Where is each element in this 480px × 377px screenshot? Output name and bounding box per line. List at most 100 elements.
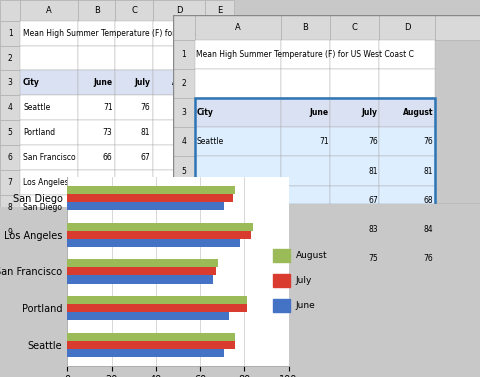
Text: 7: 7 xyxy=(8,178,12,187)
Text: 78: 78 xyxy=(103,178,112,187)
Bar xyxy=(0,46,20,70)
Bar xyxy=(194,98,434,273)
Bar xyxy=(115,120,153,145)
Text: July: July xyxy=(295,276,311,285)
Text: 5: 5 xyxy=(8,128,12,137)
Text: A: A xyxy=(46,6,52,15)
Bar xyxy=(173,98,194,127)
Bar xyxy=(329,40,379,69)
Bar xyxy=(20,46,78,70)
Bar xyxy=(153,0,204,21)
Text: August: August xyxy=(295,251,326,260)
Bar xyxy=(67,259,217,267)
Text: C: C xyxy=(131,6,137,15)
Bar xyxy=(204,220,233,245)
Bar xyxy=(78,195,115,220)
Text: 71: 71 xyxy=(103,103,112,112)
Bar xyxy=(67,194,233,202)
Bar xyxy=(280,215,329,244)
Bar xyxy=(280,98,329,127)
Bar xyxy=(20,170,78,195)
Text: 6: 6 xyxy=(181,196,186,205)
Bar xyxy=(0,0,20,21)
Bar xyxy=(204,120,233,145)
Bar xyxy=(173,15,194,40)
Bar xyxy=(173,40,194,69)
Bar xyxy=(153,120,204,145)
Bar xyxy=(20,95,78,120)
Text: 75: 75 xyxy=(367,254,377,263)
Bar xyxy=(67,202,224,210)
Bar xyxy=(67,222,252,231)
Bar xyxy=(78,170,115,195)
Text: B: B xyxy=(94,6,99,15)
Text: 71: 71 xyxy=(103,203,112,212)
Text: 81: 81 xyxy=(423,167,432,176)
Bar xyxy=(329,156,379,185)
Bar xyxy=(153,170,204,195)
Bar xyxy=(115,170,153,195)
Bar xyxy=(280,69,329,98)
Bar xyxy=(273,299,289,312)
Text: 76: 76 xyxy=(367,137,377,146)
Bar xyxy=(329,127,379,156)
Bar xyxy=(67,312,228,320)
Bar xyxy=(204,145,233,170)
Text: 67: 67 xyxy=(140,153,150,162)
Text: 76: 76 xyxy=(140,103,150,112)
Bar xyxy=(329,244,379,273)
Bar xyxy=(194,98,280,127)
Bar xyxy=(78,46,115,70)
Bar xyxy=(153,220,204,245)
Bar xyxy=(173,244,194,273)
Bar xyxy=(0,145,20,170)
Bar xyxy=(329,69,379,98)
Bar xyxy=(329,98,379,127)
Bar xyxy=(153,21,204,46)
Bar xyxy=(329,15,379,40)
Bar xyxy=(280,156,329,185)
Text: 68: 68 xyxy=(423,196,432,205)
Text: August: August xyxy=(171,78,202,87)
Bar xyxy=(194,127,280,156)
Text: 6: 6 xyxy=(8,153,12,162)
Text: C: C xyxy=(351,23,357,32)
Text: Los Angeles: Los Angeles xyxy=(23,178,69,187)
Text: 81: 81 xyxy=(368,167,377,176)
Bar xyxy=(78,120,115,145)
Text: 71: 71 xyxy=(318,137,328,146)
Bar xyxy=(153,70,204,95)
Text: San Francisco: San Francisco xyxy=(23,153,75,162)
Bar xyxy=(115,220,153,245)
Text: 2: 2 xyxy=(181,79,186,88)
Text: B: B xyxy=(302,23,308,32)
Bar xyxy=(379,40,434,69)
Text: July: July xyxy=(134,78,150,87)
Text: D: D xyxy=(175,6,182,15)
Bar xyxy=(280,15,329,40)
Bar xyxy=(115,95,153,120)
Bar xyxy=(20,120,78,145)
Text: 1: 1 xyxy=(181,50,186,59)
Bar xyxy=(115,70,153,95)
Text: 8: 8 xyxy=(8,203,12,212)
Bar xyxy=(78,70,115,95)
Text: August: August xyxy=(402,108,432,117)
Bar xyxy=(194,185,280,215)
Bar xyxy=(0,120,20,145)
Bar xyxy=(194,40,280,69)
Bar xyxy=(67,239,240,247)
Bar xyxy=(430,271,438,276)
Bar xyxy=(67,349,224,357)
Text: D: D xyxy=(403,23,409,32)
Text: 83: 83 xyxy=(368,225,377,234)
Bar xyxy=(78,95,115,120)
Bar xyxy=(434,15,480,40)
Bar xyxy=(329,185,379,215)
Bar xyxy=(153,46,204,70)
Text: 84: 84 xyxy=(423,225,432,234)
Bar xyxy=(20,70,78,95)
Bar xyxy=(173,215,194,244)
Bar xyxy=(78,220,115,245)
Text: 76: 76 xyxy=(192,103,202,112)
